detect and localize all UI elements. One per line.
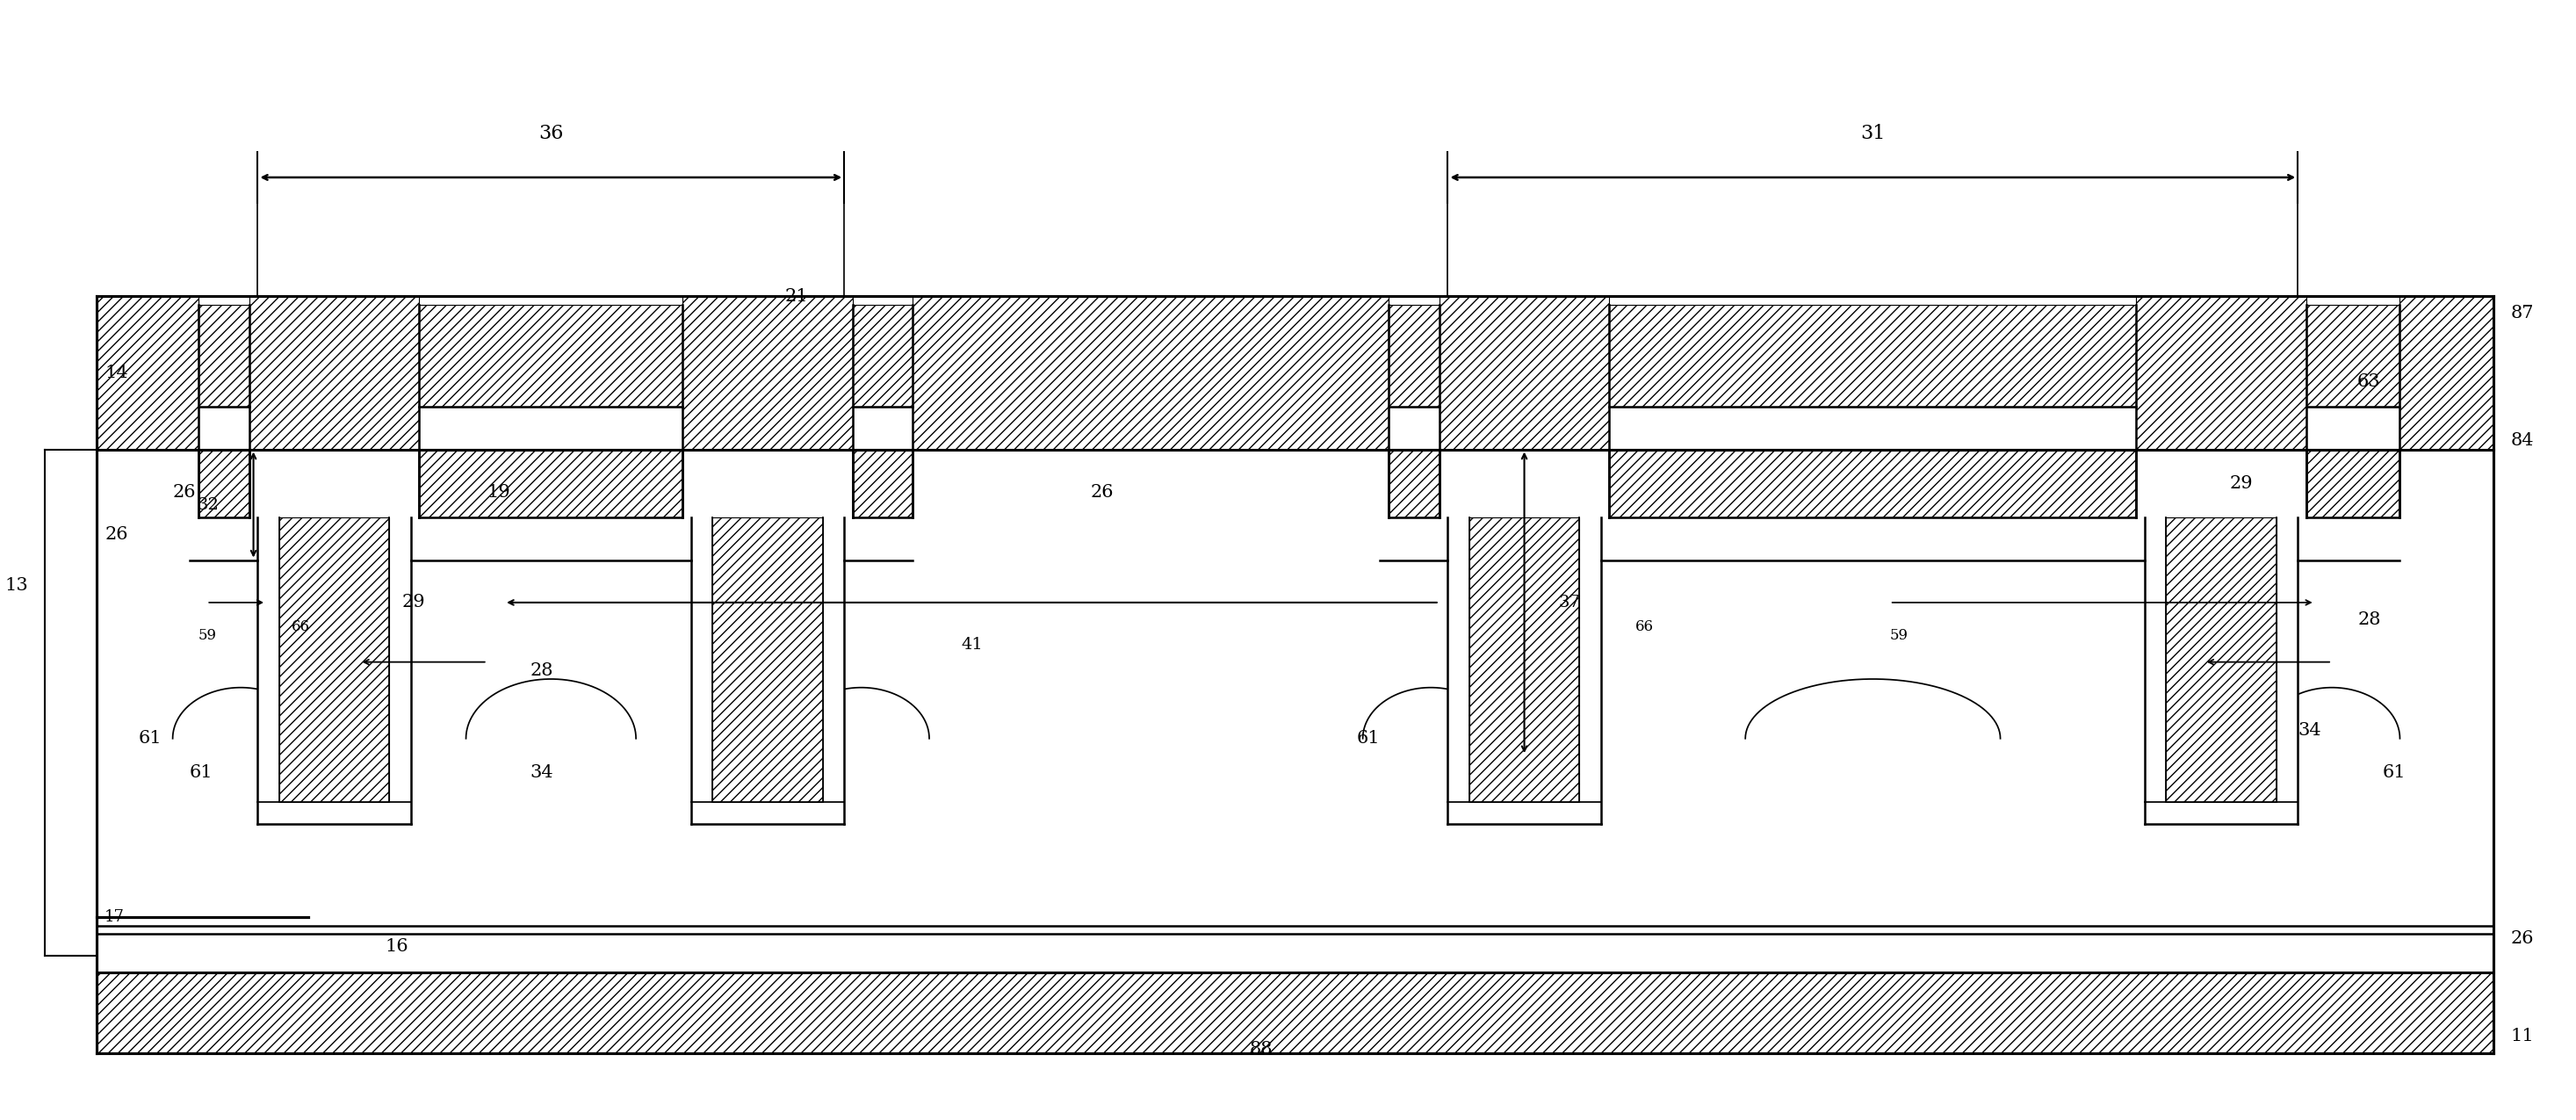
Bar — [2136, 297, 2306, 449]
Bar — [1579, 517, 1600, 823]
Text: 59: 59 — [1891, 628, 1909, 643]
Text: 26: 26 — [1090, 484, 1113, 501]
Text: 16: 16 — [386, 939, 410, 955]
Bar — [95, 297, 2494, 449]
Text: 13: 13 — [5, 577, 28, 594]
Bar — [420, 305, 683, 407]
Text: 28: 28 — [531, 662, 554, 679]
Text: 61: 61 — [191, 764, 214, 781]
Text: 37: 37 — [1558, 595, 1579, 610]
Text: 21: 21 — [786, 288, 809, 305]
Bar — [1610, 305, 2136, 407]
Bar — [258, 517, 278, 823]
Bar — [95, 972, 2494, 1053]
Bar — [95, 449, 2494, 972]
Text: 36: 36 — [538, 124, 564, 143]
Text: 31: 31 — [1860, 124, 1886, 143]
Text: 63: 63 — [2357, 373, 2380, 390]
Bar — [250, 297, 420, 449]
Bar — [198, 449, 250, 517]
Text: 14: 14 — [106, 365, 129, 381]
Text: 61: 61 — [2383, 764, 2406, 781]
Text: 26: 26 — [106, 526, 129, 543]
Bar — [2146, 517, 2166, 823]
Text: 66: 66 — [291, 619, 309, 634]
Text: 41: 41 — [961, 636, 981, 652]
Bar — [95, 297, 2494, 449]
Text: 29: 29 — [402, 595, 425, 610]
Bar — [2306, 305, 2401, 407]
Text: 87: 87 — [2512, 305, 2535, 321]
Bar — [1440, 297, 1610, 449]
Text: 84: 84 — [2512, 432, 2535, 449]
Text: 34: 34 — [531, 764, 554, 781]
Bar — [853, 305, 912, 407]
Bar — [912, 297, 1388, 449]
Bar — [2277, 517, 2298, 823]
Bar — [95, 972, 2494, 1053]
Text: 32: 32 — [198, 497, 219, 513]
Text: 17: 17 — [106, 909, 124, 925]
Bar — [2401, 297, 2494, 449]
Bar — [2306, 449, 2401, 517]
Bar — [690, 802, 845, 823]
Text: 26: 26 — [173, 484, 196, 501]
Bar — [1468, 517, 1579, 802]
Bar — [2146, 802, 2298, 823]
Bar — [853, 449, 912, 517]
Bar — [1388, 305, 1440, 407]
Text: 61: 61 — [1358, 730, 1381, 747]
Text: 59: 59 — [198, 628, 216, 643]
Bar — [1448, 802, 1600, 823]
Bar — [1448, 517, 1468, 823]
Text: 26: 26 — [2512, 930, 2535, 946]
Bar — [822, 517, 845, 823]
Text: 28: 28 — [2357, 612, 2380, 628]
Bar — [1610, 449, 2136, 517]
Bar — [95, 297, 198, 449]
Text: 11: 11 — [2512, 1028, 2535, 1045]
Bar — [258, 802, 410, 823]
Bar — [714, 517, 822, 802]
Bar — [389, 517, 410, 823]
Bar — [2166, 517, 2277, 802]
Text: 61: 61 — [139, 730, 162, 747]
Bar — [683, 297, 853, 449]
Bar — [278, 517, 389, 802]
Text: 34: 34 — [2298, 721, 2321, 738]
Bar — [95, 972, 2494, 1053]
Text: 29: 29 — [2231, 475, 2254, 492]
Bar — [198, 305, 250, 407]
Bar — [95, 530, 2494, 972]
Text: 19: 19 — [487, 484, 510, 501]
Text: 88: 88 — [1249, 1040, 1273, 1057]
Bar — [690, 517, 714, 823]
Bar — [1388, 449, 1440, 517]
Text: 66: 66 — [1636, 619, 1654, 634]
Bar — [420, 449, 683, 517]
Bar — [95, 505, 2494, 972]
